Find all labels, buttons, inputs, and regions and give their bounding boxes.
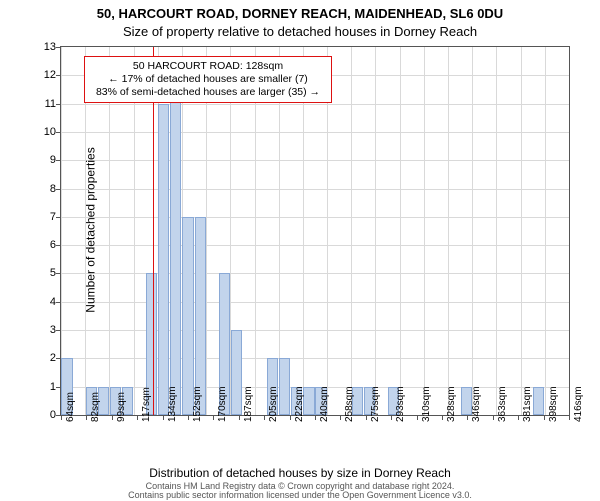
y-tick-label: 4 xyxy=(26,296,56,308)
y-tick-mark xyxy=(56,387,60,388)
gridline-h xyxy=(61,245,569,246)
y-tick-label: 10 xyxy=(26,126,56,138)
gridline-v xyxy=(472,47,473,415)
histogram-bar xyxy=(231,330,242,415)
gridline-h xyxy=(61,330,569,331)
footer-attribution: Contains HM Land Registry data © Crown c… xyxy=(0,482,600,501)
y-tick-mark xyxy=(56,104,60,105)
gridline-v xyxy=(375,47,376,415)
x-tick-mark xyxy=(137,416,138,420)
y-tick-mark xyxy=(56,302,60,303)
gridline-h xyxy=(61,104,569,105)
x-tick-mark xyxy=(163,416,164,420)
x-tick-mark xyxy=(493,416,494,420)
annotation-line-1: 50 HARCOURT ROAD: 128sqm xyxy=(91,60,325,73)
y-tick-mark xyxy=(56,160,60,161)
x-tick-mark xyxy=(239,416,240,420)
x-tick-mark xyxy=(391,416,392,420)
x-tick-mark xyxy=(290,416,291,420)
y-tick-mark xyxy=(56,273,60,274)
histogram-bar xyxy=(158,104,169,415)
annotation-line-3: 83% of semi-detached houses are larger (… xyxy=(91,86,325,99)
x-tick-mark xyxy=(442,416,443,420)
gridline-h xyxy=(61,217,569,218)
gridline-v xyxy=(400,47,401,415)
x-tick-mark xyxy=(366,416,367,420)
y-tick-label: 11 xyxy=(26,98,56,110)
annotation-line-2: ← 17% of detached houses are smaller (7) xyxy=(91,73,325,86)
y-tick-label: 6 xyxy=(26,239,56,251)
y-tick-mark xyxy=(56,189,60,190)
y-tick-label: 8 xyxy=(26,183,56,195)
y-tick-mark xyxy=(56,330,60,331)
histogram-bar xyxy=(195,217,206,415)
chart-subtitle: Size of property relative to detached ho… xyxy=(0,24,600,39)
y-tick-label: 5 xyxy=(26,267,56,279)
annotation-box: 50 HARCOURT ROAD: 128sqm ← 17% of detach… xyxy=(84,56,332,103)
gridline-h xyxy=(61,302,569,303)
gridline-v xyxy=(521,47,522,415)
x-tick-mark xyxy=(544,416,545,420)
gridline-v xyxy=(545,47,546,415)
gridline-h xyxy=(61,189,569,190)
footer-line-2: Contains public sector information licen… xyxy=(0,491,600,500)
gridline-h xyxy=(61,160,569,161)
y-axis-label: Number of detached properties xyxy=(84,147,98,312)
x-tick-mark xyxy=(86,416,87,420)
gridline-v xyxy=(448,47,449,415)
y-tick-mark xyxy=(56,75,60,76)
y-tick-mark xyxy=(56,47,60,48)
histogram-bar xyxy=(303,387,314,415)
y-tick-mark xyxy=(56,358,60,359)
chart-title: 50, HARCOURT ROAD, DORNEY REACH, MAIDENH… xyxy=(0,6,600,21)
gridline-h xyxy=(61,273,569,274)
y-tick-label: 13 xyxy=(26,41,56,53)
x-tick-mark xyxy=(417,416,418,420)
y-tick-label: 1 xyxy=(26,381,56,393)
y-tick-label: 12 xyxy=(26,69,56,81)
x-tick-mark xyxy=(467,416,468,420)
x-tick-mark xyxy=(112,416,113,420)
histogram-bar xyxy=(279,358,290,415)
y-tick-label: 9 xyxy=(26,154,56,166)
x-tick-mark xyxy=(315,416,316,420)
y-tick-mark xyxy=(56,132,60,133)
histogram-bar xyxy=(533,387,544,415)
y-tick-label: 7 xyxy=(26,211,56,223)
y-tick-label: 0 xyxy=(26,409,56,421)
x-tick-mark xyxy=(213,416,214,420)
gridline-v xyxy=(424,47,425,415)
y-tick-label: 2 xyxy=(26,352,56,364)
x-axis-label: Distribution of detached houses by size … xyxy=(0,466,600,480)
y-tick-mark xyxy=(56,217,60,218)
x-tick-mark xyxy=(61,416,62,420)
x-tick-mark xyxy=(569,416,570,420)
histogram-bar xyxy=(182,217,193,415)
gridline-h xyxy=(61,132,569,133)
histogram-bar xyxy=(170,75,181,415)
x-tick-mark xyxy=(188,416,189,420)
gridline-v xyxy=(351,47,352,415)
x-tick-mark xyxy=(264,416,265,420)
y-tick-label: 3 xyxy=(26,324,56,336)
y-tick-mark xyxy=(56,245,60,246)
gridline-h xyxy=(61,358,569,359)
y-tick-mark xyxy=(56,415,60,416)
x-tick-mark xyxy=(340,416,341,420)
gridline-v xyxy=(496,47,497,415)
x-tick-mark xyxy=(518,416,519,420)
